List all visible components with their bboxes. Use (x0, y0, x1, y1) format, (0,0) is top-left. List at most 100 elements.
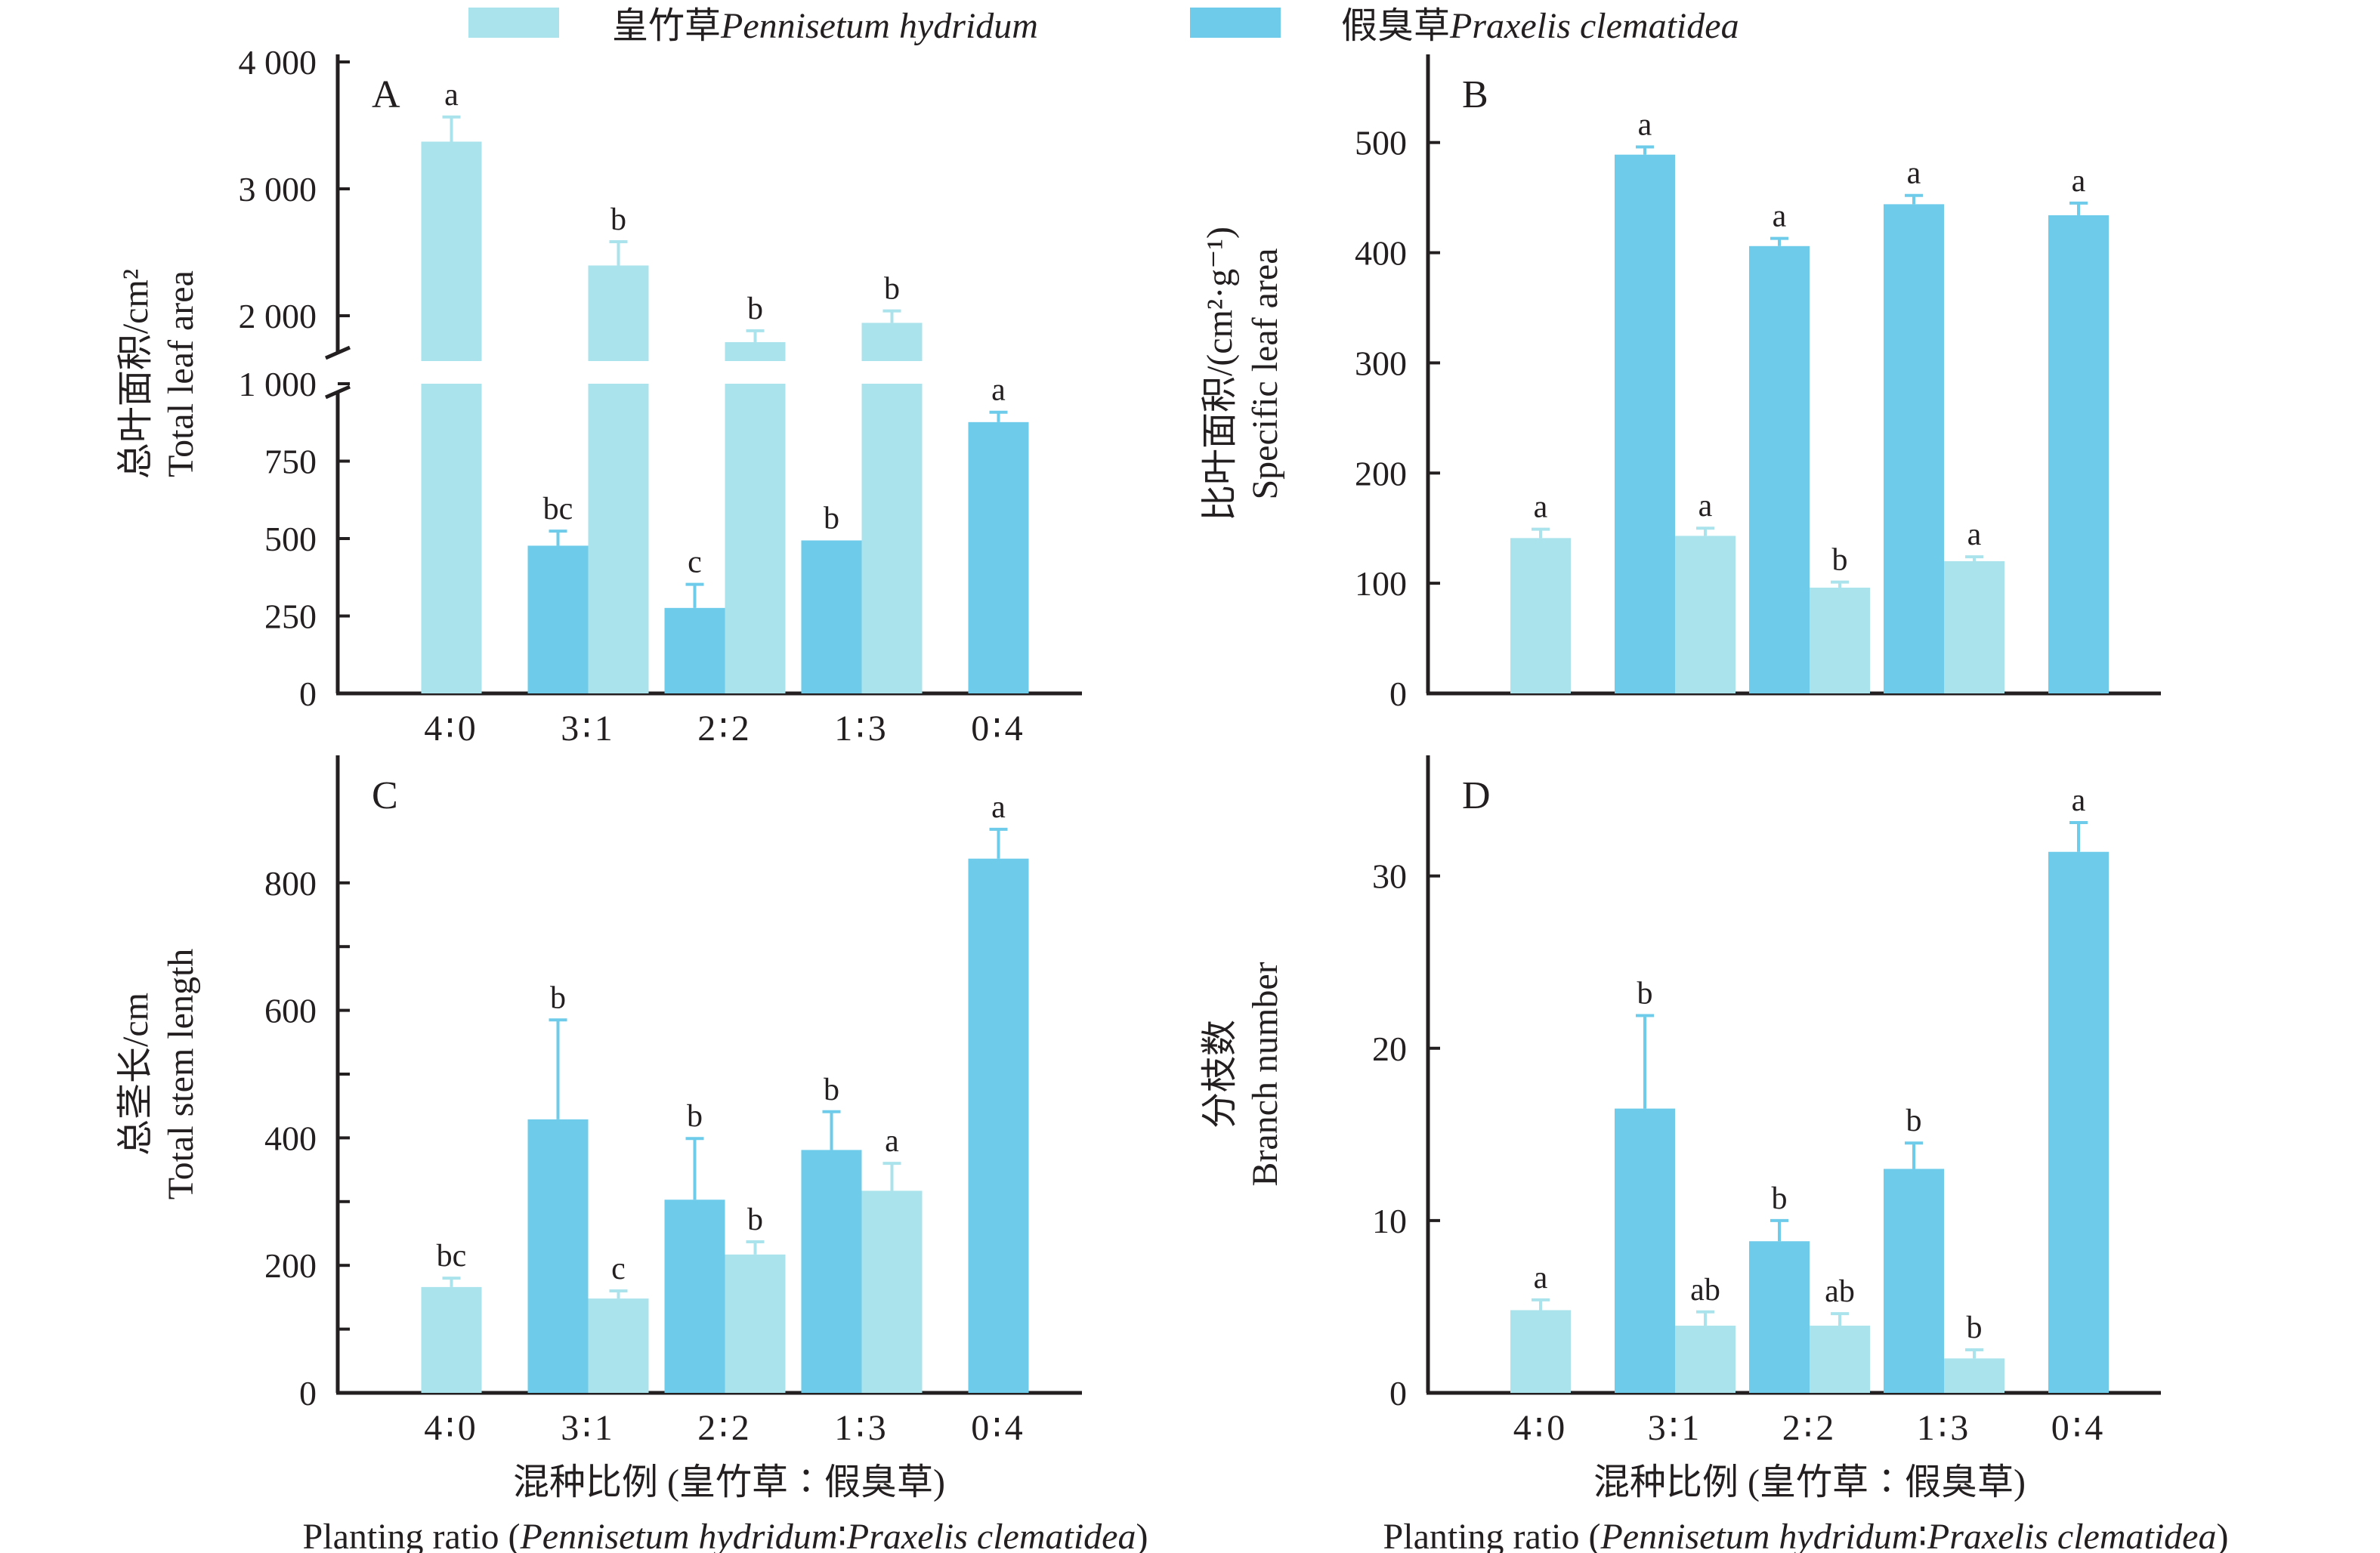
legend-label-praxelis: 假臭草Praxelis clematidea (1341, 6, 1739, 46)
x-tick-label: 3∶1 (561, 1408, 616, 1448)
panel-letter: B (1462, 73, 1488, 116)
bar-pennisetum (725, 1254, 786, 1393)
legend-swatch-pennisetum (468, 8, 559, 38)
significance-label: b (824, 501, 839, 536)
bar-pennisetum (1675, 1326, 1736, 1393)
bar-pennisetum-upper (588, 265, 649, 361)
bar-pennisetum (421, 1286, 482, 1393)
y-tick-label: 0 (299, 675, 317, 713)
bar-praxelis (1615, 1108, 1675, 1393)
y-tick-label: 400 (264, 1119, 317, 1157)
significance-label: a (2072, 164, 2086, 199)
x-axis-title-en-right: Planting ratio (Pennisetum hydridum∶Prax… (1383, 1517, 2229, 1553)
x-tick-label: 4∶0 (1513, 1408, 1569, 1448)
bar-pennisetum-upper (421, 141, 482, 361)
x-tick-label: 0∶4 (971, 709, 1026, 749)
bar-praxelis (801, 1150, 862, 1393)
significance-label: b (1637, 976, 1653, 1011)
significance-label: a (1773, 199, 1787, 234)
y-tick-label: 100 (1355, 564, 1407, 603)
bar-praxelis (2048, 215, 2109, 693)
y-tick-label: 10 (1372, 1202, 1407, 1240)
x-tick-label: 3∶1 (1648, 1408, 1703, 1448)
significance-label: bc (543, 492, 573, 526)
x-tick-label: 1∶3 (1917, 1408, 1972, 1448)
significance-label: a (991, 790, 1006, 825)
bar-praxelis (968, 858, 1029, 1393)
legend-swatch-praxelis (1190, 8, 1281, 38)
x-tick-label: 1∶3 (834, 709, 889, 749)
y-axis-title-cn: 比叶面积/(cm²·g⁻¹) (1200, 227, 1240, 521)
y-tick-label: 30 (1372, 857, 1407, 896)
x-tick-label: 2∶2 (1782, 1408, 1838, 1448)
x-tick-label: 2∶2 (697, 1408, 753, 1448)
y-tick-label: 600 (264, 992, 317, 1030)
bar-pennisetum (1510, 1310, 1571, 1393)
y-axis-title-en: Total leaf area (161, 270, 201, 477)
axis-break-mark-upper (324, 345, 351, 360)
bar-pennisetum-lower (725, 384, 786, 693)
panel-letter: A (372, 73, 400, 116)
bar-praxelis (2048, 851, 2109, 1393)
significance-label: a (1534, 490, 1548, 525)
y-tick-label: 300 (1355, 344, 1407, 382)
x-tick-label: 4∶0 (424, 1408, 479, 1448)
significance-label: bc (437, 1239, 467, 1274)
y-tick-label: 2 000 (239, 297, 317, 335)
bar-pennisetum-lower (588, 384, 649, 693)
significance-label: c (611, 1252, 626, 1286)
bar-pennisetum (1944, 1358, 2004, 1393)
panel-letter: C (372, 774, 398, 817)
y-tick-label: 20 (1372, 1030, 1407, 1068)
x-tick-label: 0∶4 (971, 1408, 1026, 1448)
y-tick-label: 200 (264, 1246, 317, 1285)
bar-pennisetum-upper (861, 323, 923, 361)
bar-pennisetum (588, 1298, 649, 1393)
bar-pennisetum (1510, 538, 1571, 693)
significance-label: b (824, 1073, 839, 1107)
panel-letter: D (1462, 774, 1491, 817)
y-axis-title-en: Specific leaf area (1245, 248, 1285, 499)
panel-b: 0 100 200 300 400 500 B 比叶面积/(cm²·g⁻¹) Specific … (1200, 54, 2161, 713)
y-axis-title-cn: 总茎长/cm (116, 993, 156, 1156)
significance-label: b (1967, 1311, 1983, 1345)
y-tick-label: 0 (1389, 675, 1407, 713)
x-axis-title-right: 混种比例 (皇竹草∶假臭草) Planting ratio (Pennisetu… (1383, 1462, 2229, 1553)
x-tick-label: 4∶0 (424, 709, 479, 749)
bar-praxelis (664, 1199, 725, 1393)
bar-praxelis (1749, 245, 1810, 693)
bar-praxelis (664, 607, 725, 693)
significance-label: a (1967, 517, 1982, 552)
significance-label: b (610, 202, 626, 237)
x-axis-title-en-left: Planting ratio (Pennisetum hydridum∶Prax… (303, 1517, 1148, 1553)
x-axis-title-cn-left: 混种比例 (皇竹草∶假臭草) (513, 1462, 945, 1502)
bar-pennisetum-lower (861, 384, 923, 693)
y-tick-label: 250 (264, 597, 317, 636)
significance-label: ab (1690, 1273, 1720, 1308)
significance-label: c (688, 545, 702, 580)
legend-label-pennisetum: 皇竹草Pennisetum hydridum (612, 6, 1038, 46)
bar-praxelis (527, 545, 589, 693)
significance-label: a (2072, 783, 2086, 818)
legend-cn-praxelis: 假臭草 (1341, 6, 1450, 46)
bar-praxelis (801, 540, 862, 693)
y-axis-title-cn: 总叶面积/cm² (116, 269, 156, 479)
x-tick-label: 2∶2 (697, 709, 753, 749)
significance-label: a (1907, 156, 1921, 191)
significance-label: b (747, 1203, 763, 1237)
bar-pennisetum (1810, 1326, 1870, 1393)
y-axis-title-en: Total stem length (161, 949, 201, 1200)
significance-label: a (991, 373, 1006, 408)
bar-pennisetum (1675, 536, 1736, 693)
significance-label: b (884, 272, 900, 307)
y-tick-label: 0 (1389, 1374, 1407, 1413)
significance-label: b (747, 292, 763, 326)
y-tick-label: 0 (299, 1374, 317, 1413)
bar-pennisetum-upper (725, 341, 786, 361)
y-tick-label: 500 (264, 520, 317, 558)
bar-praxelis (1615, 154, 1675, 693)
y-tick-label: 500 (1355, 124, 1407, 162)
